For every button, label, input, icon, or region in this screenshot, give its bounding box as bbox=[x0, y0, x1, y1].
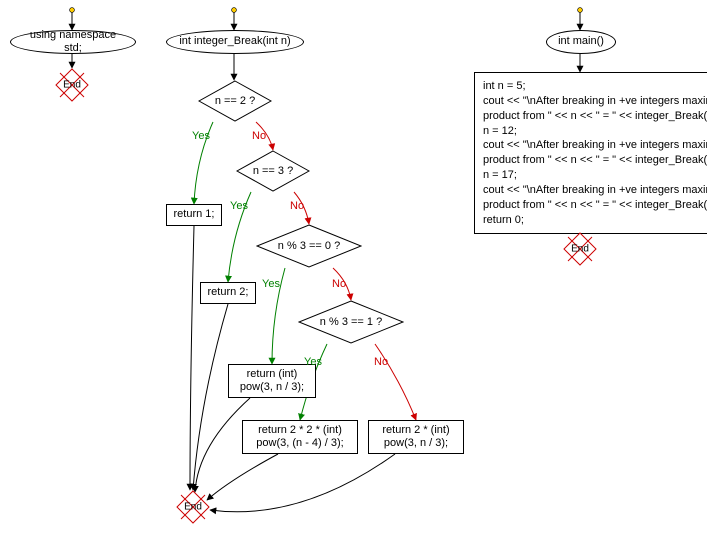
return-2pow3: return 2 * (int) pow(3, n / 3); bbox=[368, 420, 464, 454]
yes-label: Yes bbox=[304, 356, 322, 368]
label: return 2 * 2 * (int) pow(3, (n - 4) / 3)… bbox=[256, 424, 343, 450]
end-terminator: End bbox=[176, 490, 210, 524]
decision-mod3-eq-0: n % 3 == 0 ? bbox=[256, 224, 362, 268]
namespace-start: using namespace std; bbox=[10, 30, 136, 54]
label: n == 2 ? bbox=[215, 95, 255, 107]
label: return (int) pow(3, n / 3); bbox=[240, 368, 304, 394]
no-label: No bbox=[332, 278, 346, 290]
return-4pow3: return 2 * 2 * (int) pow(3, (n - 4) / 3)… bbox=[242, 420, 358, 454]
no-label: No bbox=[290, 200, 304, 212]
decision-n-eq-2: n == 2 ? bbox=[198, 80, 272, 122]
label: n % 3 == 1 ? bbox=[320, 316, 382, 328]
label: return 1; bbox=[174, 208, 215, 221]
label: n % 3 == 0 ? bbox=[278, 240, 340, 252]
yes-label: Yes bbox=[230, 200, 248, 212]
main-start: int main() bbox=[546, 30, 616, 54]
label: using namespace std; bbox=[21, 29, 125, 55]
label: return 2 * (int) pow(3, n / 3); bbox=[382, 424, 449, 450]
label: return 2; bbox=[208, 286, 249, 299]
end-terminator: End bbox=[55, 68, 89, 102]
return-2: return 2; bbox=[200, 282, 256, 304]
flowchart-canvas: using namespace std; End int integer_Bre… bbox=[0, 0, 707, 558]
end-label: End bbox=[63, 80, 81, 91]
main-body: int n = 5; cout << "\nAfter breaking in … bbox=[474, 72, 707, 234]
integer-break-start: int integer_Break(int n) bbox=[166, 30, 304, 54]
end-terminator: End bbox=[563, 232, 597, 266]
return-1: return 1; bbox=[166, 204, 222, 226]
label: n == 3 ? bbox=[253, 165, 293, 177]
yes-label: Yes bbox=[192, 130, 210, 142]
label: int integer_Break(int n) bbox=[179, 35, 290, 48]
no-label: No bbox=[252, 130, 266, 142]
end-label: End bbox=[571, 244, 589, 255]
label: int main() bbox=[558, 35, 604, 48]
yes-label: Yes bbox=[262, 278, 280, 290]
decision-n-eq-3: n == 3 ? bbox=[236, 150, 310, 192]
no-label: No bbox=[374, 356, 388, 368]
decision-mod3-eq-1: n % 3 == 1 ? bbox=[298, 300, 404, 344]
end-label: End bbox=[184, 502, 202, 513]
return-pow3: return (int) pow(3, n / 3); bbox=[228, 364, 316, 398]
